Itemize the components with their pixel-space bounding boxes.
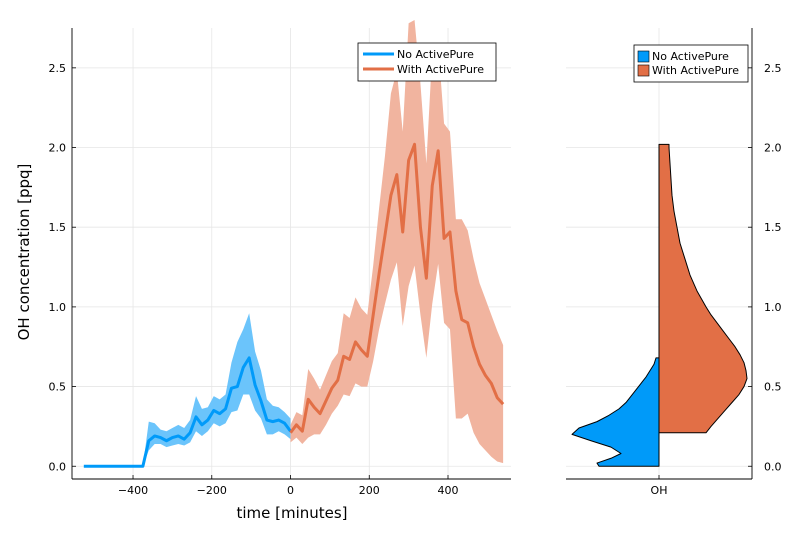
confidence-band-no-activepure [83,313,291,467]
left-frame [71,28,511,480]
y-tick-label: 1.5 [49,221,67,234]
left-tick-labels: −400 −200 0 200 400 0.0 0.5 1.0 1.5 2.0 2.5 [49,62,459,497]
legend-box [633,44,749,83]
right-frame [566,28,753,480]
y-tick-label: 1.0 [764,301,782,314]
y-tick-label: 2.5 [49,62,67,75]
x-tick-label: 400 [438,484,459,497]
y-tick-label: 0.5 [764,381,782,394]
y-tick-label: 1.5 [764,221,782,234]
y-tick-label: 2.5 [764,62,782,75]
legend-swatch [637,64,650,77]
y-tick-label: 2.0 [764,142,782,155]
y-axis-label: OH concentration [ppq] [15,164,33,341]
legend-swatch [637,50,650,63]
violin-half-with-activepure [658,143,748,434]
y-tick-label: 0.5 [49,381,67,394]
series-line-with-activepure [289,142,505,434]
right-violin [571,143,748,467]
left-legend: No ActivePure With ActivePure [357,42,497,82]
x-tick-label: −400 [118,484,148,497]
x-tick-label: OH [651,484,668,497]
series-line-no-activepure [83,356,292,468]
left-bands [83,20,504,467]
right-tick-labels: 0.0 0.5 1.0 1.5 2.0 2.5 OH [651,62,782,497]
left-lines [83,142,505,468]
legend-label: No ActivePure [652,50,729,63]
y-tick-label: 0.0 [49,460,67,473]
confidence-band-with-activepure [290,20,504,464]
legend-label: With ActivePure [397,63,484,76]
legend-label: With ActivePure [652,64,739,77]
x-tick-label: −200 [197,484,227,497]
y-tick-label: 2.0 [49,142,67,155]
x-tick-label: 0 [287,484,294,497]
y-tick-label: 1.0 [49,301,67,314]
x-axis-label: time [minutes] [236,504,347,522]
legend-label: No ActivePure [397,48,474,61]
legend-box [357,42,497,82]
x-tick-label: 200 [359,484,380,497]
y-tick-label: 0.0 [764,460,782,473]
violin-half-no-activepure [571,357,660,467]
